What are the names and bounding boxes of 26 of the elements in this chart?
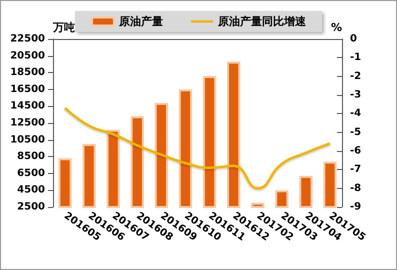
line-series bbox=[64, 106, 332, 190]
y-tick-label: 18500 bbox=[10, 67, 46, 78]
y2-tick-label: -3 bbox=[350, 90, 362, 100]
y2-tick-label: -7 bbox=[350, 164, 362, 176]
y2-tick-label: 0 bbox=[350, 34, 357, 44]
y2-tick-label: -1 bbox=[350, 52, 362, 64]
y-tick-label: 16500 bbox=[10, 84, 46, 95]
legend-label: 原油产量同比增速 bbox=[217, 15, 307, 28]
y2-axis-title: % bbox=[330, 21, 342, 34]
y-tick-label: 20500 bbox=[10, 50, 46, 62]
y2-tick-label: -5 bbox=[350, 126, 362, 138]
y-tick-label: 2500 bbox=[17, 202, 46, 212]
y2-tick-label: -8 bbox=[350, 182, 362, 194]
y-tick-label: 8500 bbox=[17, 151, 46, 162]
y2-tick-label: -4 bbox=[350, 108, 362, 120]
y-axis-title: 万吨 bbox=[52, 21, 75, 34]
y-tick-label: 12500 bbox=[10, 118, 46, 128]
y-tick-label: 4500 bbox=[17, 184, 46, 196]
legend-label: 原油产量 bbox=[118, 15, 163, 28]
y-tick-label: 22500 bbox=[10, 34, 46, 44]
y2-tick-label: -2 bbox=[350, 70, 362, 82]
y-tick-label: 14500 bbox=[10, 100, 46, 112]
y-tick-label: 10500 bbox=[10, 134, 46, 146]
y-tick-label: 6500 bbox=[17, 168, 46, 179]
y2-tick-label: -6 bbox=[350, 146, 362, 156]
y2-tick-label: -9 bbox=[350, 202, 362, 212]
